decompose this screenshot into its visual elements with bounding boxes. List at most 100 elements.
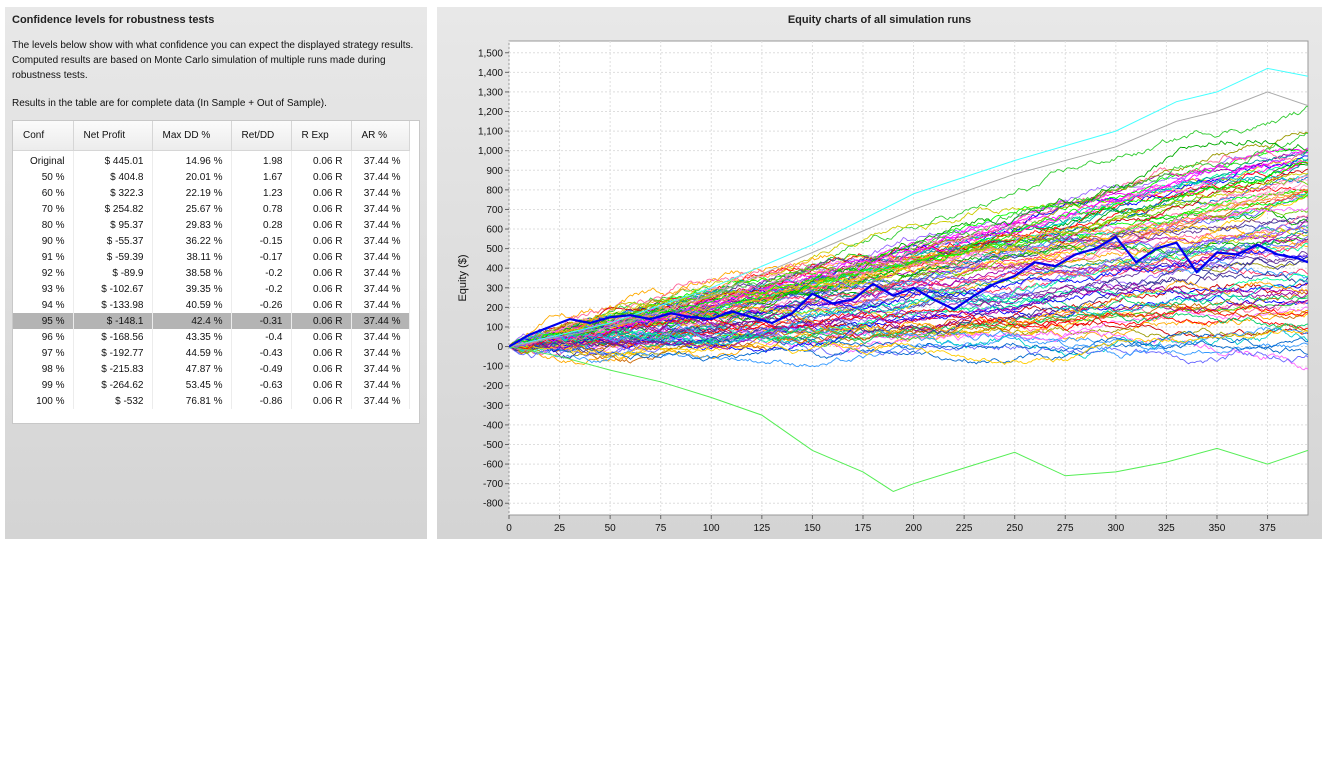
confidence-table-container[interactable]: Conf Net Profit Max DD % Ret/DD R Exp AR % Or… (12, 120, 420, 424)
table-row[interactable]: 50 % $ 404.8 20.01 % 1.67 0.06 R 37.44 % (13, 169, 410, 185)
table-cell: 0.06 R (291, 169, 352, 185)
x-tick-label: 250 (1006, 523, 1023, 534)
table-cell: 38.11 % (152, 249, 232, 265)
table-row[interactable]: 98 % $ -215.83 47.87 % -0.49 0.06 R 37.44 % (13, 361, 410, 377)
table-cell: 91 % (13, 249, 74, 265)
y-tick-label: 200 (486, 303, 503, 314)
table-cell: 0.06 R (291, 361, 352, 377)
table-row[interactable]: 91 % $ -59.39 38.11 % -0.17 0.06 R 37.44 % (13, 249, 410, 265)
y-tick-label: 1,000 (478, 146, 503, 157)
table-cell: 70 % (13, 201, 74, 217)
equity-chart[interactable]: 0 25 50 75 100 125 150 175 200 225 250 275 300 325 350… (437, 7, 1322, 539)
table-cell: 37.44 % (351, 217, 410, 233)
table-cell: 37.44 % (351, 169, 410, 185)
simulation-run-line (509, 236, 1308, 350)
table-row[interactable]: 99 % $ -264.62 53.45 % -0.63 0.06 R 37.44 % (13, 377, 410, 393)
table-row[interactable]: 95 % $ -148.1 42.4 % -0.31 0.06 R 37.44 % (13, 313, 410, 329)
table-cell: -0.2 (231, 281, 292, 297)
table-cell: 37.44 % (351, 281, 410, 297)
table-row[interactable]: 80 % $ 95.37 29.83 % 0.28 0.06 R 37.44 % (13, 217, 410, 233)
x-tick-label: 325 (1158, 523, 1175, 534)
table-cell: -0.17 (231, 249, 292, 265)
y-tick-label: 1,400 (478, 68, 503, 79)
table-cell: $ -215.83 (73, 361, 153, 377)
table-cell: 0.06 R (291, 393, 352, 409)
simulation-run-line (509, 188, 1308, 348)
table-row[interactable]: Original $ 445.01 14.96 % 1.98 0.06 R 37.44 % (13, 150, 410, 169)
y-tick-label: 800 (486, 185, 503, 196)
simulation-run-line (509, 335, 1308, 368)
table-cell: 53.45 % (152, 377, 232, 393)
y-tick-label: -500 (483, 440, 503, 451)
table-cell: -0.26 (231, 297, 292, 313)
table-cell: $ 254.82 (73, 201, 153, 217)
table-row[interactable]: 60 % $ 322.3 22.19 % 1.23 0.06 R 37.44 % (13, 185, 410, 201)
table-row[interactable]: 93 % $ -102.67 39.35 % -0.2 0.06 R 37.44 % (13, 281, 410, 297)
table-row[interactable]: 92 % $ -89.9 38.58 % -0.2 0.06 R 37.44 % (13, 265, 410, 281)
table-cell: 0.06 R (291, 265, 352, 281)
table-cell: 92 % (13, 265, 74, 281)
table-cell: 37.44 % (351, 249, 410, 265)
x-tick-label: 125 (754, 523, 771, 534)
table-cell: 20.01 % (152, 169, 232, 185)
y-tick-label: 300 (486, 283, 503, 294)
x-tick-label: 200 (905, 523, 922, 534)
column-header[interactable]: R Exp (291, 121, 352, 151)
y-tick-label: -600 (483, 460, 503, 471)
simulation-run-line (509, 278, 1308, 349)
table-cell: 36.22 % (152, 233, 232, 249)
table-cell: 37.44 % (351, 233, 410, 249)
table-cell: -0.4 (231, 329, 292, 345)
table-cell: 0.78 (231, 201, 292, 217)
x-tick-label: 50 (605, 523, 617, 534)
table-cell: 37.44 % (351, 345, 410, 361)
table-cell: $ -89.9 (73, 265, 153, 281)
table-cell: -0.2 (231, 265, 292, 281)
table-cell: -0.31 (231, 313, 292, 329)
table-cell: 96 % (13, 329, 74, 345)
table-row[interactable]: 96 % $ -168.56 43.35 % -0.4 0.06 R 37.44 % (13, 329, 410, 345)
table-cell: 60 % (13, 185, 74, 201)
column-header[interactable]: Net Profit (73, 121, 153, 151)
column-header[interactable]: AR % (351, 121, 410, 151)
table-cell: 0.06 R (291, 313, 352, 329)
simulation-run-line (509, 287, 1308, 350)
table-row[interactable]: 94 % $ -133.98 40.59 % -0.26 0.06 R 37.44 % (13, 297, 410, 313)
simulation-run-line (509, 346, 1308, 493)
simulation-run-line (509, 340, 1308, 365)
simulation-run-line (509, 309, 1308, 365)
table-cell: $ -168.56 (73, 329, 153, 345)
table-cell: 1.67 (231, 169, 292, 185)
simulation-run-line (509, 279, 1308, 349)
simulation-run-line (509, 148, 1308, 351)
table-cell: $ -148.1 (73, 313, 153, 329)
x-tick-label: 175 (855, 523, 872, 534)
table-cell: $ 95.37 (73, 217, 153, 233)
table-row[interactable]: 90 % $ -55.37 36.22 % -0.15 0.06 R 37.44 % (13, 233, 410, 249)
table-row[interactable]: 100 % $ -532 76.81 % -0.86 0.06 R 37.44 % (13, 393, 410, 409)
column-header[interactable]: Max DD % (152, 121, 232, 151)
column-header[interactable]: Ret/DD (231, 121, 292, 151)
y-tick-label: -800 (483, 499, 503, 510)
data-scope-note: Results in the table are for complete da… (12, 98, 327, 109)
table-cell: 37.44 % (351, 377, 410, 393)
table-cell: Original (13, 150, 74, 169)
x-tick-label: 0 (506, 523, 512, 534)
y-tick-label: 500 (486, 244, 503, 255)
simulation-run-line (509, 160, 1308, 348)
column-header[interactable]: Conf (13, 121, 74, 151)
table-cell: 25.67 % (152, 201, 232, 217)
table-cell: 37.44 % (351, 361, 410, 377)
table-row[interactable]: 97 % $ -192.77 44.59 % -0.43 0.06 R 37.44 % (13, 345, 410, 361)
table-cell: 38.58 % (152, 265, 232, 281)
table-cell: 37.44 % (351, 185, 410, 201)
confidence-table[interactable]: Conf Net Profit Max DD % Ret/DD R Exp AR % Or… (13, 121, 410, 409)
panel-title: Confidence levels for robustness tests (12, 14, 215, 26)
y-tick-label: -200 (483, 381, 503, 392)
table-cell: $ -55.37 (73, 233, 153, 249)
y-tick-label: -400 (483, 420, 503, 431)
table-cell: $ -264.62 (73, 377, 153, 393)
table-row[interactable]: 70 % $ 254.82 25.67 % 0.78 0.06 R 37.44 % (13, 201, 410, 217)
table-cell: 0.06 R (291, 249, 352, 265)
simulation-run-line (509, 148, 1308, 347)
